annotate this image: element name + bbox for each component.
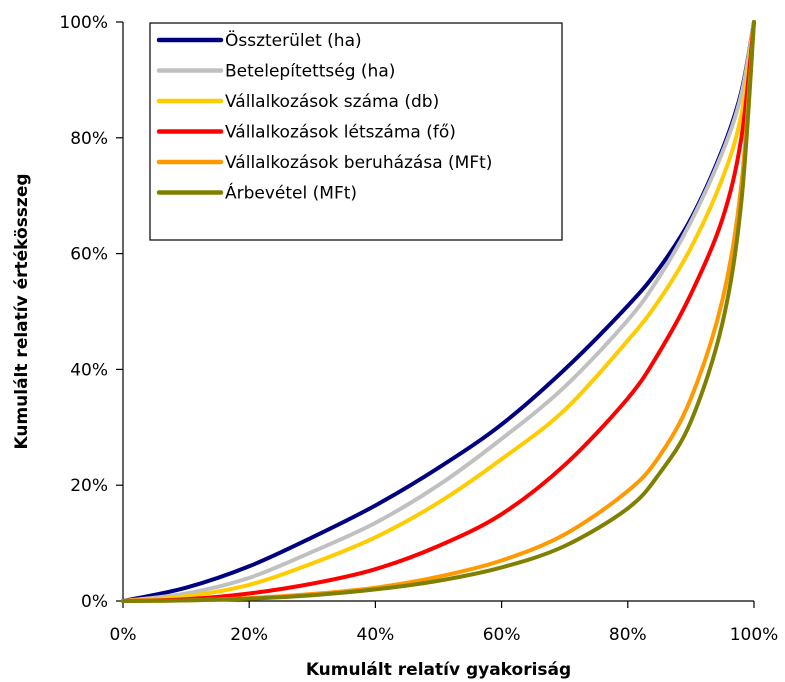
legend-label: Vállalkozások száma (db)	[225, 92, 439, 112]
y-tick-label: 100%	[59, 13, 108, 33]
y-tick-label: 60%	[70, 245, 108, 265]
legend: Összterület (ha) Betelepítettség (ha) Váll…	[149, 22, 563, 241]
legend-label: Betelepítettség (ha)	[225, 62, 395, 82]
x-tick-label: 20%	[230, 625, 268, 645]
legend-label: Vállalkozások beruházása (MFt)	[225, 153, 492, 173]
series-line-3	[121, 20, 756, 603]
y-tick-label: 0%	[81, 592, 108, 612]
y-tick-label: 80%	[70, 129, 108, 149]
series-lines	[121, 20, 756, 603]
x-axis-title: Kumulált relatív gyakoriság	[306, 660, 571, 680]
y-tick-label: 20%	[70, 476, 108, 496]
legend-label: Összterület (ha)	[225, 29, 362, 51]
x-tick-label: 40%	[357, 625, 395, 645]
y-tick-label: 40%	[70, 360, 108, 380]
tick-labels: 0% 20% 40% 60% 80% 100% 0% 20% 40% 60% 80% 100%	[59, 13, 778, 645]
legend-label: Árbevétel (MFt)	[225, 182, 357, 204]
x-tick-label: 0%	[110, 625, 137, 645]
legend-label: Vállalkozások létszáma (fő)	[225, 123, 456, 143]
y-axis-title: Kumulált relatív értékösszeg	[12, 173, 32, 449]
x-tick-label: 100%	[730, 625, 779, 645]
series-line-4	[121, 20, 756, 603]
x-tick-label: 60%	[483, 625, 521, 645]
series-line-2	[121, 20, 756, 603]
x-tick-label: 80%	[609, 625, 647, 645]
series-line-6	[121, 20, 756, 603]
